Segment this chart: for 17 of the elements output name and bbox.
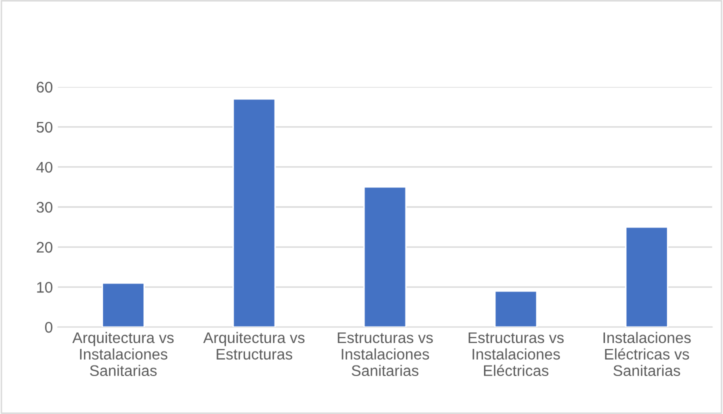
- bar: [102, 282, 145, 328]
- x-tick-label: Estructuras vs Instalaciones Eléctricas: [468, 332, 564, 376]
- y-tick-label: 50: [36, 122, 52, 133]
- y-tick-label: 30: [36, 202, 52, 213]
- x-tick-label: Estructuras vs Instalaciones Sanitarias: [338, 332, 433, 376]
- y-tick-label: 10: [37, 282, 52, 293]
- x-tick-label: Arquitectura vs Instalaciones Sanitarias: [72, 332, 174, 376]
- y-tick-label: 0: [45, 322, 52, 333]
- y-tick-label: 60: [36, 82, 52, 93]
- bar: [363, 186, 407, 328]
- bar: [494, 290, 538, 328]
- x-tick-label: Arquitectura vs Estructuras: [203, 332, 305, 360]
- x-tick-label: Instalaciones Eléctricas vs Sanitarias: [604, 332, 691, 376]
- bar: [232, 98, 276, 328]
- bar: [625, 226, 668, 328]
- y-tick-label: 40: [36, 162, 52, 173]
- y-tick-label: 20: [36, 242, 52, 253]
